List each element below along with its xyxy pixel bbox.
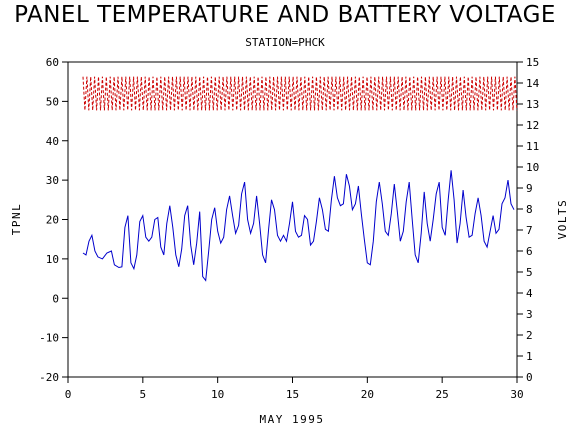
left-tick-label: 60 — [46, 56, 59, 69]
left-tick-label: 30 — [46, 174, 59, 187]
series-line-tpnl — [82, 170, 515, 282]
left-tick-label: 0 — [52, 292, 59, 305]
right-tick-label: 3 — [526, 308, 533, 321]
right-tick-label: 11 — [526, 140, 539, 153]
right-tick-label: 15 — [526, 56, 539, 69]
right-tick-label: 0 — [526, 371, 533, 384]
x-tick-label: 20 — [361, 388, 374, 401]
y-axis-label-right: VOLTS — [556, 199, 569, 240]
left-tick-label: -10 — [39, 332, 59, 345]
chart-subtitle: STATION=PHCK — [245, 36, 325, 49]
right-tick-label: 13 — [526, 98, 539, 111]
right-tick-label: 5 — [526, 266, 533, 279]
right-tick-label: 6 — [526, 245, 533, 258]
right-tick-label: 2 — [526, 329, 533, 342]
x-axis-ticks: 0 5 10 15 20 25 30 — [65, 377, 524, 401]
x-tick-label: 30 — [510, 388, 523, 401]
left-tick-label: 20 — [46, 214, 59, 227]
y-axis-label-left: TPNL — [10, 203, 23, 236]
right-tick-label: 14 — [526, 77, 540, 90]
right-tick-label: 9 — [526, 182, 533, 195]
left-axis-ticks: -20 -10 0 10 20 30 40 50 60 — [39, 56, 68, 384]
right-tick-label: 10 — [526, 161, 539, 174]
x-tick-label: 10 — [211, 388, 224, 401]
x-tick-label: 5 — [140, 388, 147, 401]
left-tick-label: -20 — [39, 371, 59, 384]
chart-title: PANEL TEMPERATURE AND BATTERY VOLTAGE — [14, 2, 556, 28]
x-tick-label: 15 — [286, 388, 299, 401]
left-tick-label: 50 — [46, 95, 59, 108]
right-tick-label: 4 — [526, 287, 533, 300]
right-tick-label: 12 — [526, 119, 539, 132]
right-tick-label: 7 — [526, 224, 533, 237]
left-tick-label: 40 — [46, 135, 59, 148]
series-line-volts — [82, 76, 518, 111]
right-tick-label: 8 — [526, 203, 533, 216]
left-tick-label: 10 — [46, 253, 59, 266]
x-tick-label: 25 — [436, 388, 449, 401]
right-tick-label: 1 — [526, 350, 533, 363]
x-axis-label: MAY 1995 — [260, 413, 325, 426]
x-tick-label: 0 — [65, 388, 72, 401]
